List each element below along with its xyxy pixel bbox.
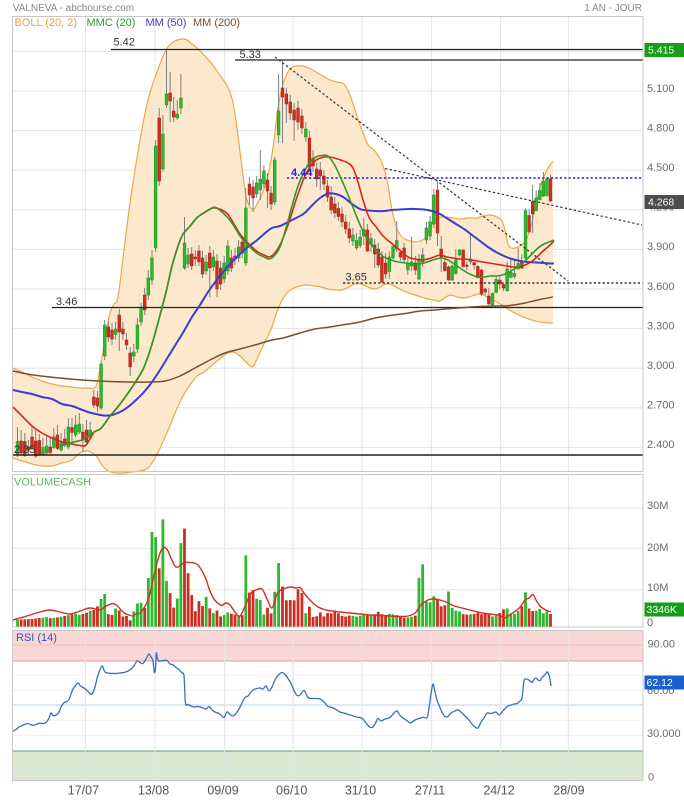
svg-text:3.000: 3.000	[647, 360, 675, 372]
svg-text:30M: 30M	[647, 500, 668, 512]
svg-text:09/09: 09/09	[207, 784, 238, 798]
svg-text:4.44: 4.44	[291, 167, 313, 179]
svg-text:31/10: 31/10	[345, 784, 376, 798]
svg-text:10M: 10M	[647, 582, 668, 594]
svg-text:3346K: 3346K	[647, 604, 677, 616]
svg-text:0: 0	[647, 617, 653, 629]
svg-text:RSI (14): RSI (14)	[16, 632, 57, 644]
svg-text:BOLL (20, 2): BOLL (20, 2)	[15, 17, 78, 29]
svg-text:3.65: 3.65	[346, 272, 367, 284]
svg-text:62.12: 62.12	[647, 677, 673, 689]
svg-text:13/08: 13/08	[138, 784, 169, 798]
svg-text:0: 0	[648, 772, 654, 784]
svg-text:5.415: 5.415	[648, 45, 674, 57]
svg-text:30.000: 30.000	[647, 728, 681, 740]
svg-text:17/07: 17/07	[68, 784, 99, 798]
svg-text:MM (200): MM (200)	[193, 17, 240, 29]
svg-text:90.00: 90.00	[648, 639, 676, 651]
svg-text:27/11: 27/11	[415, 784, 445, 798]
svg-text:2.700: 2.700	[647, 400, 675, 412]
svg-text:4.268: 4.268	[648, 197, 674, 209]
svg-text:MMC (20): MMC (20)	[87, 17, 136, 29]
svg-text:5.33: 5.33	[240, 49, 261, 61]
svg-text:5.100: 5.100	[647, 83, 675, 95]
svg-text:1 AN - JOUR: 1 AN - JOUR	[584, 3, 642, 14]
svg-text:4.500: 4.500	[647, 162, 675, 174]
svg-text:VOLUMECASH: VOLUMECASH	[14, 477, 91, 489]
svg-text:5.42: 5.42	[114, 37, 135, 49]
svg-text:06/10: 06/10	[276, 784, 307, 798]
svg-text:3.900: 3.900	[647, 241, 675, 253]
svg-text:MM (50): MM (50)	[146, 17, 187, 29]
svg-text:2.400: 2.400	[647, 439, 675, 451]
svg-text:28/09: 28/09	[553, 784, 584, 798]
svg-text:3.46: 3.46	[56, 296, 77, 308]
svg-text:20M: 20M	[647, 542, 668, 554]
svg-text:3.600: 3.600	[647, 281, 675, 293]
svg-text:VALNEVA - abcbourse.com: VALNEVA - abcbourse.com	[13, 3, 134, 14]
svg-text:4.800: 4.800	[647, 122, 675, 134]
svg-text:2.35: 2.35	[14, 444, 35, 456]
svg-text:24/12: 24/12	[483, 784, 514, 798]
svg-text:3.300: 3.300	[647, 320, 675, 332]
